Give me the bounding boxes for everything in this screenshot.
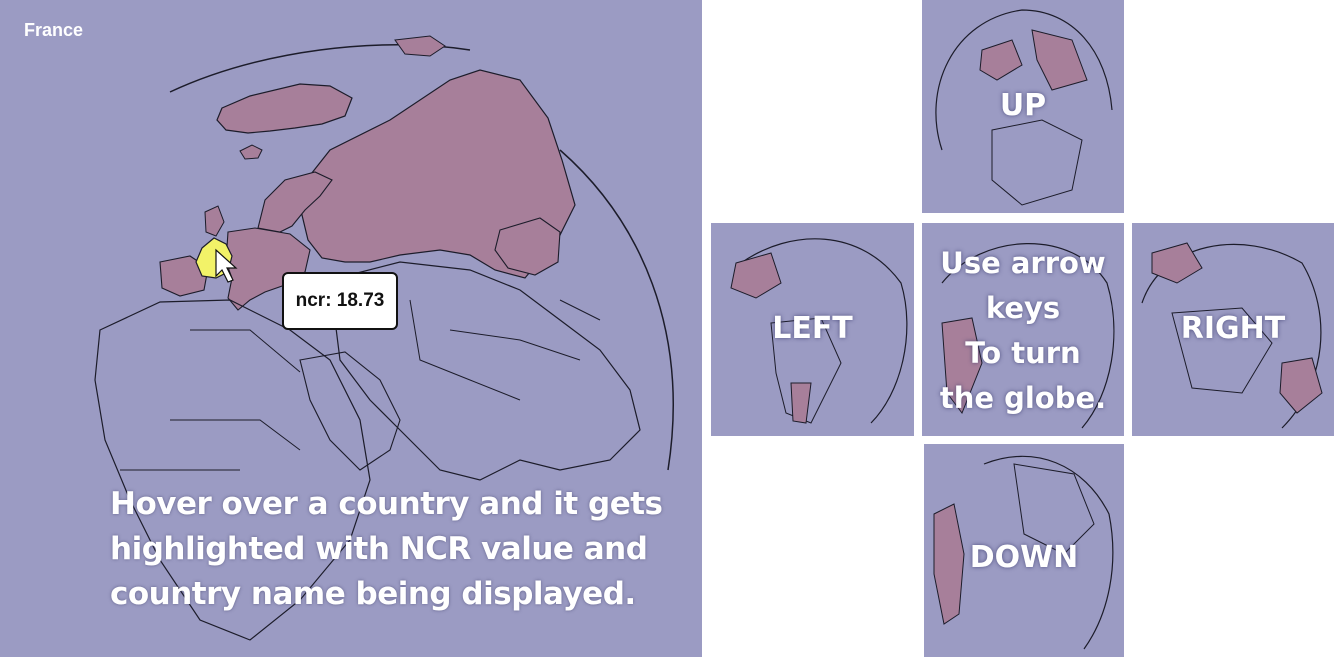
instruction-line: the globe. <box>939 381 1107 415</box>
country-svalbard[interactable] <box>394 35 446 57</box>
instruction-line: Use arrow <box>940 246 1106 280</box>
instruction-caption: Hover over a country and it gets highlig… <box>110 482 670 617</box>
caption-line: highlighted with NCR value and <box>110 531 648 567</box>
country-greenland[interactable] <box>216 83 353 134</box>
country-iceland[interactable] <box>239 144 263 160</box>
globe-view[interactable]: France ncr: 18.73 Hover over a country a… <box>0 0 702 657</box>
globe-map[interactable] <box>0 0 702 657</box>
globe-tile-right: RIGHT <box>1132 223 1334 436</box>
border-line <box>120 299 601 471</box>
country-kazakhstan[interactable] <box>494 217 561 276</box>
globe-thumbnail <box>1141 242 1323 429</box>
globe-thumbnail <box>933 455 1114 650</box>
globe-edge-arc <box>559 149 674 471</box>
ncr-tooltip: ncr: 18.73 <box>282 272 398 330</box>
country-spain[interactable] <box>159 255 209 297</box>
direction-label-down: DOWN <box>969 540 1079 575</box>
hovered-country-name: France <box>24 20 84 40</box>
globe-thumbnail <box>935 9 1113 206</box>
globe-tile-down: DOWN <box>924 444 1124 657</box>
globe-thumbnail <box>941 243 1115 429</box>
region-africa[interactable] <box>94 299 371 641</box>
globe-tile-center: Use arrow keys To turn the globe. <box>922 223 1124 436</box>
caption-line: Hover over a country and it gets <box>110 486 663 522</box>
region-middle-east[interactable] <box>299 351 401 471</box>
caption-line: country name being displayed. <box>110 576 636 612</box>
mouse-cursor-icon <box>215 248 238 283</box>
direction-label-up: UP <box>999 88 1047 123</box>
direction-label-left: LEFT <box>772 311 853 346</box>
arrow-keys-instruction: Use arrow keys To turn the globe. <box>922 241 1124 421</box>
globe-tile-up: UP <box>922 0 1124 213</box>
globe-thumbnail <box>730 238 908 424</box>
globe-tile-left: LEFT <box>711 223 914 436</box>
country-scandinavia[interactable] <box>257 171 333 233</box>
instruction-line: To turn <box>965 336 1081 370</box>
region-asia[interactable] <box>329 261 641 481</box>
instruction-line: keys <box>985 291 1061 325</box>
direction-label-right: RIGHT <box>1180 311 1286 346</box>
country-uk[interactable] <box>204 205 225 237</box>
